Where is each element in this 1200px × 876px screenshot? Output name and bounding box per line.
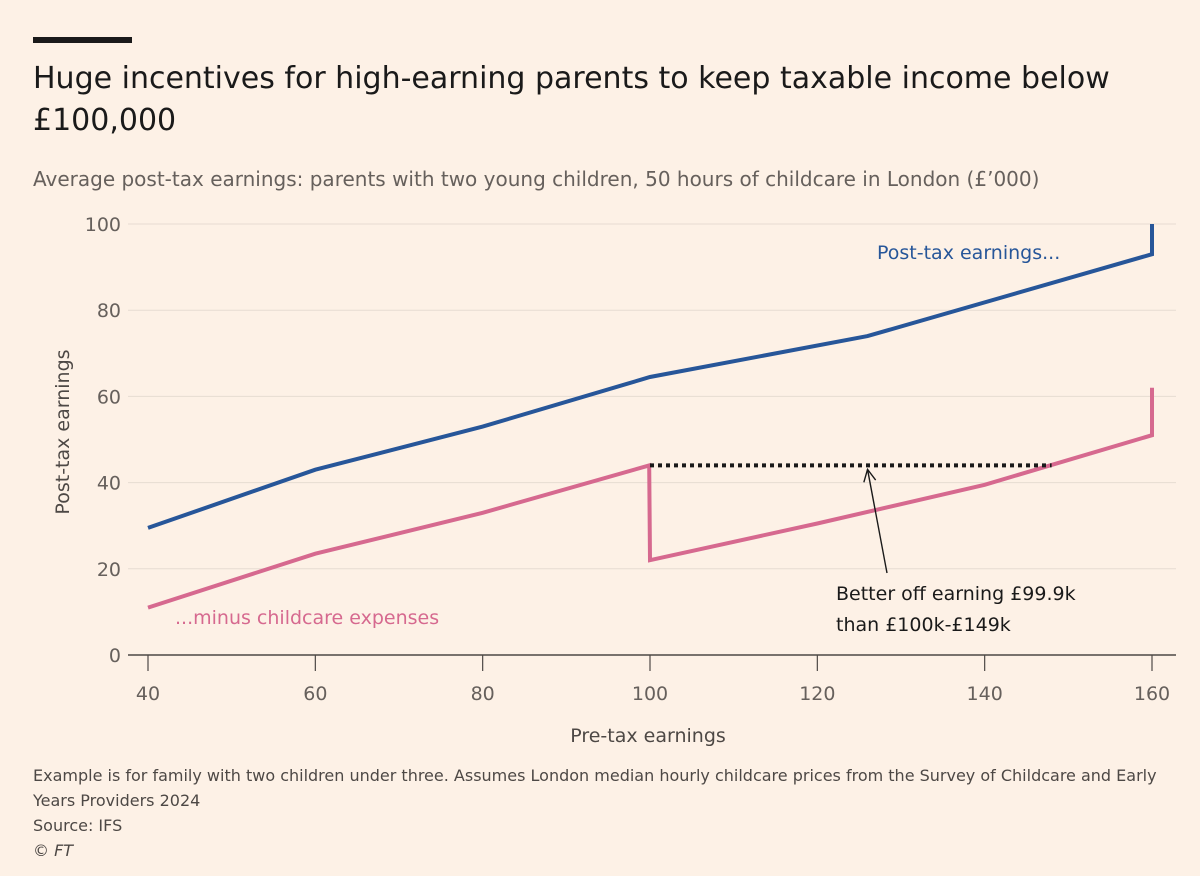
footer-copyright: © FT — [33, 841, 74, 860]
y-tick-label-80: 80 — [97, 300, 121, 322]
chart-footer: Example is for family with two children … — [33, 763, 1183, 863]
x-tick-label-160: 160 — [1134, 683, 1170, 705]
series-label-post-tax: Post-tax earnings... — [877, 242, 1060, 264]
annotation-line-1: Better off earning £99.9k — [836, 583, 1076, 605]
y-tick-label-0: 0 — [109, 645, 121, 667]
annotation-line-2: than £100k-£149k — [836, 614, 1011, 636]
x-tick-label-40: 40 — [136, 683, 160, 705]
annotation-arrow-line — [866, 469, 888, 574]
chart-subtitle: Average post-tax earnings: parents with … — [33, 167, 1040, 191]
y-axis-ticks: 0 20 40 60 80 100 — [85, 214, 121, 667]
y-tick-label-40: 40 — [97, 473, 121, 495]
series-label-minus-childcare: ...minus childcare expenses — [175, 607, 439, 629]
x-axis-label: Pre-tax earnings — [570, 725, 726, 747]
series-line-post-tax — [147, 224, 1154, 530]
y-tick-label-60: 60 — [97, 386, 121, 408]
x-tick-label-80: 80 — [471, 683, 495, 705]
chart-title: Huge incentives for high-earning parents… — [33, 61, 1110, 138]
top-rule — [33, 37, 132, 43]
y-tick-label-100: 100 — [85, 214, 121, 236]
y-tick-label-20: 20 — [97, 559, 121, 581]
gridlines — [128, 223, 1176, 656]
series-lines — [147, 224, 1154, 610]
annotation-arrow-head — [863, 467, 877, 483]
x-tick-label-120: 120 — [799, 683, 835, 705]
footer-note: Example is for family with two children … — [33, 766, 1157, 810]
series-line-minus-childcare — [147, 387, 1154, 610]
y-axis-label: Post-tax earnings — [52, 349, 74, 514]
x-tick-label-140: 140 — [967, 683, 1003, 705]
x-axis-ticks: 40 60 80 100 120 140 160 — [136, 655, 1170, 705]
footer-source: Source: IFS — [33, 816, 123, 835]
annotation-layer — [650, 463, 1052, 574]
x-tick-label-100: 100 — [632, 683, 668, 705]
x-tick-label-60: 60 — [303, 683, 327, 705]
